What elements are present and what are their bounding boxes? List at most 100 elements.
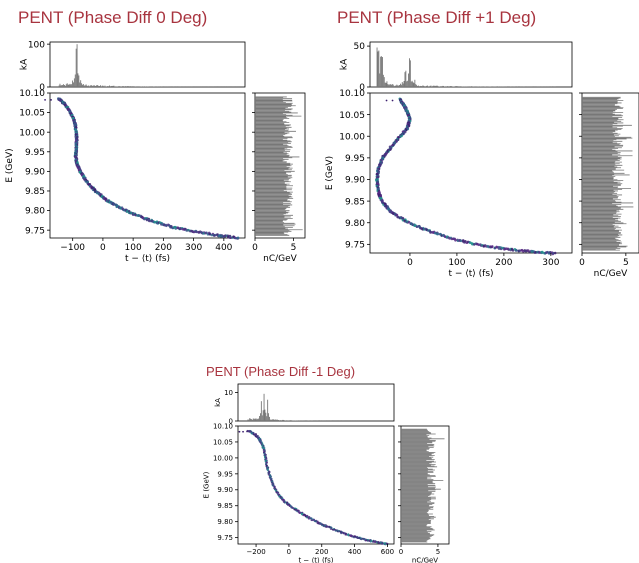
x-axis-label: t − ⟨t⟩ (fs) — [298, 556, 333, 563]
scatter-point — [148, 219, 151, 223]
current-tick-label: 50 — [354, 42, 366, 52]
y-tick-label: 10.10 — [213, 422, 233, 430]
y-axis-label: E (GeV) — [203, 471, 211, 498]
chart-panel-0: −100 0 100 200 300 400 9.75 9.80 9.85 9.90 9.95 10.… — [5, 40, 306, 264]
scatter-point — [493, 246, 497, 250]
x-tick-label: 400 — [348, 548, 361, 556]
scatter-point — [407, 220, 411, 224]
y-tick-label: 10.00 — [213, 454, 233, 462]
scatter-point — [238, 430, 241, 433]
y-tick-label: 9.90 — [25, 168, 45, 178]
scatter-point — [236, 236, 240, 240]
scatter-point — [208, 232, 212, 236]
scatter-point — [514, 248, 518, 252]
scatter-point — [266, 468, 269, 471]
scatter-point — [330, 526, 333, 529]
current-tick-label: 0 — [359, 83, 365, 93]
scatter-point — [507, 248, 510, 251]
x-tick-label: 100 — [125, 243, 142, 253]
scatter-point — [342, 532, 345, 535]
spectrum-tick-label: 0 — [579, 258, 585, 268]
scatter-point — [354, 535, 357, 538]
y-tick-label: 9.85 — [217, 502, 233, 510]
scatter-point — [381, 542, 384, 545]
scatter-point — [265, 464, 268, 467]
spectrum-tick-label: 5 — [623, 258, 629, 268]
y-tick-label: 10.05 — [339, 111, 365, 121]
spectrum-axis-label: nC/GeV — [594, 269, 629, 279]
panel-title-plus1deg: PENT (Phase Diff +1 Deg) — [337, 8, 537, 27]
scatter-point — [322, 524, 325, 527]
current-plot-frame — [369, 41, 573, 88]
x-tick-label: 100 — [448, 258, 465, 268]
scatter-point — [263, 452, 266, 455]
current-tick-label: 0 — [39, 83, 45, 93]
spectrum-axis-label: nC/GeV — [263, 254, 298, 264]
spectrum-tick-label: 0 — [399, 548, 403, 556]
y-tick-label: 10.00 — [19, 128, 45, 138]
x-tick-label: 0 — [407, 258, 413, 268]
x-tick-label: 200 — [315, 548, 328, 556]
y-tick-label: 9.75 — [345, 241, 365, 251]
scatter-point — [242, 430, 244, 433]
y-tick-label: 9.90 — [217, 486, 233, 494]
y-tick-label: 9.95 — [217, 470, 233, 478]
panel-title-minus1deg: PENT (Phase Diff -1 Deg) — [206, 364, 356, 379]
scatter-point — [153, 220, 157, 224]
scatter-point — [263, 449, 266, 452]
spectrum-tick-label: 5 — [436, 548, 440, 556]
scatter-point — [385, 99, 388, 102]
scatter-point — [316, 520, 319, 523]
x-tick-label: 300 — [185, 243, 202, 253]
y-axis-label: E (GeV) — [325, 156, 335, 190]
scatter-point — [363, 537, 366, 540]
scatter-point — [276, 492, 279, 495]
scatter-point — [310, 517, 313, 520]
x-axis-label: t − ⟨t⟩ (fs) — [125, 254, 170, 264]
y-tick-label: 10.05 — [213, 438, 233, 446]
y-tick-label: 10.10 — [19, 89, 45, 99]
scatter-point — [192, 230, 196, 234]
current-axis-label: kA — [340, 58, 350, 70]
current-plot-frame — [49, 41, 246, 88]
spectrum-tick-label: 0 — [252, 243, 258, 253]
scatter-point — [553, 251, 557, 255]
y-tick-label: 9.95 — [345, 154, 365, 164]
y-tick-label: 9.75 — [25, 226, 45, 236]
y-tick-label: 9.80 — [217, 518, 233, 526]
x-tick-label: 200 — [155, 243, 172, 253]
scatter-point — [50, 98, 52, 101]
x-tick-label: −200 — [246, 548, 265, 556]
x-tick-label: −100 — [60, 243, 85, 253]
x-tick-label: 300 — [542, 258, 559, 268]
scatter-point — [386, 542, 389, 545]
x-tick-label: 400 — [215, 243, 232, 253]
current-tick-label: 0 — [229, 417, 233, 425]
scatter-point — [115, 205, 119, 208]
scatter-point — [375, 172, 379, 176]
scatter-point — [436, 232, 440, 236]
x-tick-label: 200 — [495, 258, 512, 268]
current-axis-label: kA — [20, 58, 30, 70]
scatter-point — [491, 245, 494, 248]
y-tick-label: 9.85 — [25, 187, 45, 197]
y-tick-label: 9.85 — [345, 197, 365, 207]
y-tick-label: 10.05 — [19, 109, 45, 119]
scatter-point — [44, 98, 46, 101]
panel-title-0deg: PENT (Phase Diff 0 Deg) — [18, 8, 208, 27]
scatter-point — [174, 227, 178, 230]
scatter-point — [265, 462, 268, 465]
y-tick-label: 9.80 — [345, 219, 365, 229]
y-tick-label: 9.90 — [345, 176, 365, 186]
main-plot-frame — [49, 92, 246, 239]
y-tick-label: 9.75 — [217, 534, 233, 542]
current-axis-label: kA — [214, 398, 222, 407]
scatter-point — [195, 230, 198, 234]
y-tick-label: 9.80 — [25, 207, 45, 217]
chart-panel-2: −200 0 200 400 600 9.75 9.80 9.85 9.90 9.95 10.00 1… — [203, 383, 450, 563]
current-tick-label: 100 — [28, 40, 45, 50]
spectrum-tick-label: 5 — [291, 243, 297, 253]
scatter-point — [391, 99, 394, 102]
scatter-point — [459, 239, 463, 243]
